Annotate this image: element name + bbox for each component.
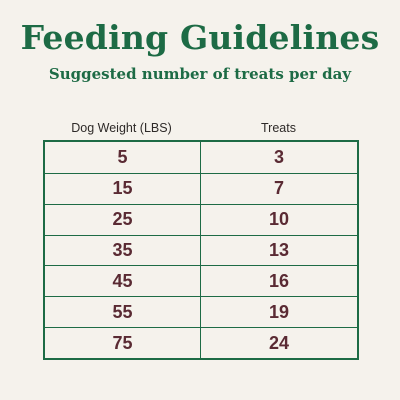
weight-cell: 45: [45, 266, 201, 297]
table-row: 25 10: [45, 203, 357, 235]
column-header-dog-weight: Dog Weight (LBS): [71, 121, 172, 135]
treats-cell: 3: [273, 146, 284, 167]
column-header-treats: Treats: [261, 121, 296, 135]
treats-cell: 7: [273, 178, 284, 199]
table-row: 15 7: [45, 172, 357, 204]
weight-cell: 75: [45, 328, 201, 359]
table-row: 5 3: [45, 142, 357, 173]
treats-cell: 13: [268, 240, 290, 260]
table-row: 35 13: [45, 234, 357, 266]
page-title: Feeding Guidelines: [20, 18, 380, 57]
treats-cell: 10: [268, 209, 290, 230]
feeding-table: 5 3 15 7 25 10 35 13 45 16 55 19 75 24: [43, 140, 359, 360]
table-header: Dog Weight (LBS) Treats: [43, 120, 357, 136]
weight-cell: 55: [45, 297, 201, 328]
table-row: 75 24: [45, 327, 357, 359]
page-subtitle: Suggested number of treats per day: [48, 65, 352, 83]
treats-cell: 16: [268, 270, 290, 291]
table-row: 55 19: [45, 296, 357, 328]
weight-cell: 5: [45, 142, 201, 173]
weight-cell: 35: [45, 235, 201, 266]
treats-cell: 19: [268, 301, 290, 322]
weight-cell: 25: [45, 204, 201, 235]
table-row: 45 16: [45, 265, 357, 297]
treats-cell: 24: [268, 332, 290, 353]
weight-cell: 15: [45, 173, 201, 204]
